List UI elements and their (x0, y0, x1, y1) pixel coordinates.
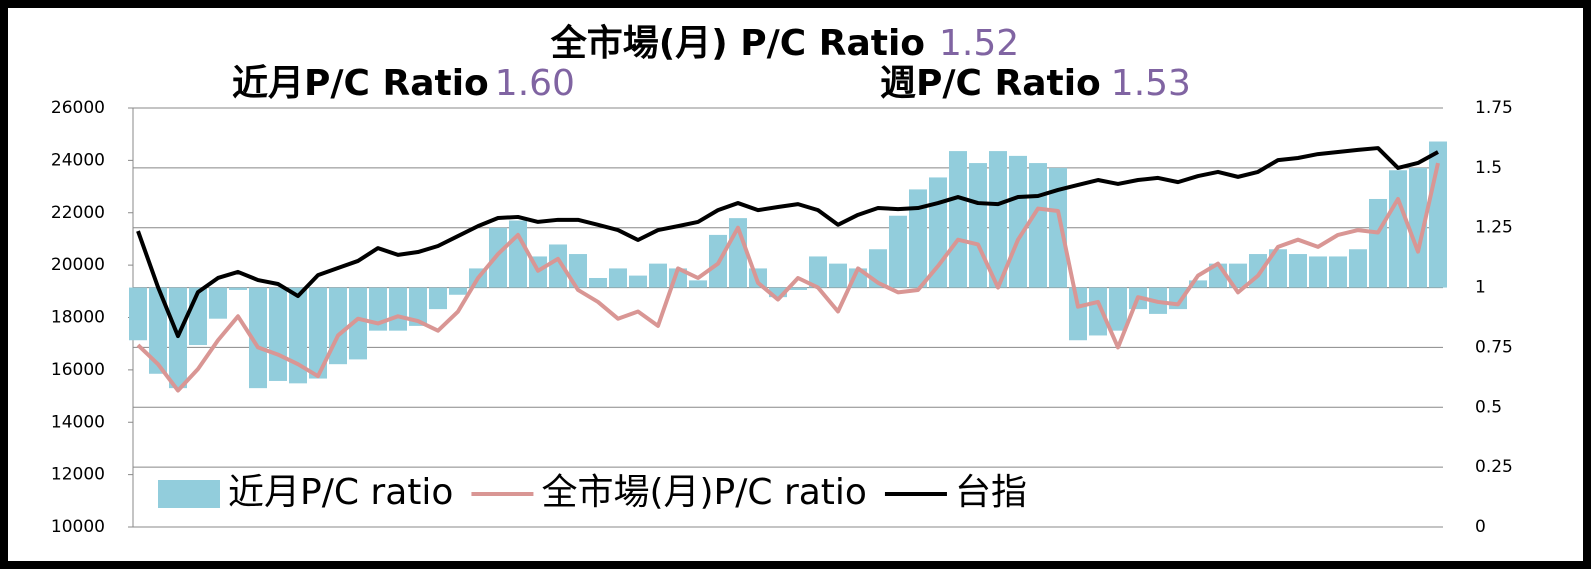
y2-tick-label: 0.75 (1475, 337, 1513, 357)
y-tick-label: 24000 (51, 150, 105, 170)
y2-tick-label: 0.25 (1475, 457, 1513, 477)
bar (589, 277, 607, 288)
bar (809, 256, 827, 288)
bar (949, 151, 967, 288)
bar (129, 287, 147, 341)
y2-tick-label: 1.5 (1475, 158, 1502, 178)
bar (1049, 167, 1067, 288)
bar (489, 227, 507, 288)
y-tick-label: 18000 (51, 308, 105, 328)
y2-tick-label: 1.75 (1475, 98, 1513, 118)
y-tick-label: 14000 (51, 412, 105, 432)
bar (1309, 256, 1327, 288)
bar (429, 287, 447, 310)
title-value: 1.52 (939, 23, 1019, 64)
y-tick-label: 10000 (51, 517, 105, 537)
y2-tick-label: 1.25 (1475, 218, 1513, 238)
legend-swatch (158, 480, 220, 508)
y-tick-label: 12000 (51, 465, 105, 485)
subtitle: 近月P/C Ratio 1.60 (232, 63, 575, 104)
bar (1349, 249, 1367, 288)
y2-tick-label: 0 (1475, 517, 1486, 537)
bar (509, 220, 527, 288)
legend-label: 全市場(月)P/C ratio (541, 472, 867, 513)
bar (1089, 287, 1107, 336)
y-tick-label: 22000 (51, 203, 105, 223)
bar (289, 287, 307, 384)
bar (829, 263, 847, 288)
bar (149, 287, 167, 374)
bar (989, 151, 1007, 288)
y-tick-label: 16000 (51, 360, 105, 380)
bar (689, 280, 707, 288)
y-tick-label: 20000 (51, 255, 105, 275)
bar (1069, 287, 1087, 341)
bar (249, 287, 267, 389)
bar (769, 287, 787, 298)
line (136, 146, 1439, 339)
bar (1369, 198, 1387, 288)
bar (1029, 163, 1047, 288)
subtitle: 週P/C Ratio 1.53 (880, 63, 1191, 104)
subtitle-value: 1.60 (495, 63, 575, 104)
bar (609, 268, 627, 288)
bar (889, 215, 907, 288)
y2-tick-label: 1 (1475, 278, 1486, 298)
y2-tick-label: 0.5 (1475, 397, 1502, 417)
bar (1009, 155, 1027, 288)
bar (309, 287, 327, 379)
bar (549, 244, 567, 288)
legend-label: 台指 (955, 472, 1027, 513)
bar (909, 189, 927, 288)
chart-title: 全市場(月) P/C Ratio 1.52 (550, 22, 1019, 64)
bar (1229, 263, 1247, 288)
bar (209, 287, 227, 319)
bar (969, 163, 987, 288)
bar (449, 287, 467, 295)
bar (629, 275, 647, 288)
bar (1109, 287, 1127, 331)
bar (1269, 249, 1287, 288)
legend-label: 近月P/C ratio (228, 472, 453, 513)
bar (389, 287, 407, 331)
bar (569, 254, 587, 288)
line (136, 162, 1440, 393)
bar (1409, 167, 1427, 288)
y-tick-label: 26000 (51, 98, 105, 118)
bar (269, 287, 287, 381)
bar (409, 287, 427, 326)
bar (229, 287, 247, 290)
bar (349, 287, 367, 360)
bar (1389, 170, 1407, 288)
bar (789, 287, 807, 290)
subtitle-label: 近月P/C Ratio (232, 63, 489, 104)
bar (1289, 254, 1307, 288)
bar (1189, 280, 1207, 288)
bar (649, 263, 667, 288)
bar (1329, 256, 1347, 288)
subtitle-value: 1.53 (1111, 63, 1191, 104)
subtitle-label: 週P/C Ratio (880, 63, 1101, 104)
title-label: 全市場(月) P/C Ratio (550, 22, 925, 64)
